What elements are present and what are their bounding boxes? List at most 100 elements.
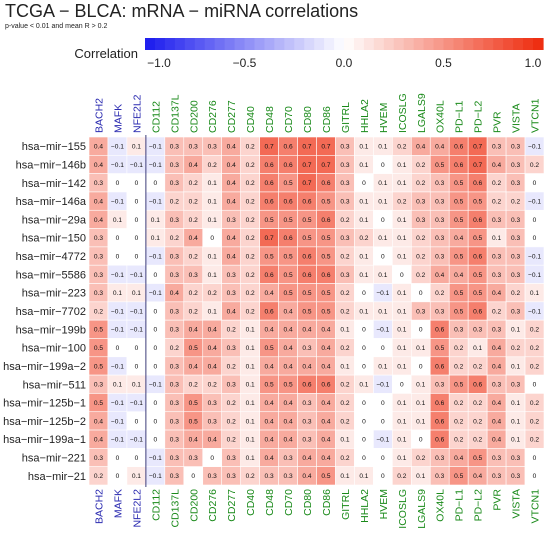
cell-value-label: 0.6 [435, 418, 444, 425]
cell-value-label: 0.2 [189, 290, 198, 297]
cell-value-label: 0.4 [227, 144, 236, 151]
cell-value-label: 0.2 [454, 400, 463, 407]
cell-value-label: 0.1 [208, 180, 217, 187]
cell-value-label: 0.5 [321, 308, 330, 315]
cell-value-label: 0.5 [473, 235, 482, 242]
cell-value-label: 0.4 [265, 290, 274, 297]
cell-value-label: 0.3 [511, 235, 520, 242]
cell-value-label: 0.4 [473, 473, 482, 480]
column-label-bottom: ICOSLG [397, 489, 409, 529]
cell-value-label: 0.3 [170, 162, 179, 169]
cell-value-label: 0.1 [416, 473, 425, 480]
legend-swatch [473, 38, 484, 50]
cell-value-label: 0.6 [435, 400, 444, 407]
row-label: hsa−mir−5586 [16, 269, 86, 281]
cell-value-label: 0.4 [208, 345, 217, 352]
legend-tick-label: −0.5 [233, 56, 257, 70]
cell-value-label: 0 [135, 253, 139, 260]
cell-value-label: 0.2 [340, 345, 349, 352]
cell-value-label: 0.3 [340, 199, 349, 206]
legend-swatch [353, 38, 365, 50]
cell-value-label: 0.2 [208, 290, 217, 297]
legend-swatch [174, 38, 186, 50]
cell-value-label: 0.3 [170, 180, 179, 187]
cell-value-label: 0 [533, 235, 537, 242]
cell-value-label: 0.1 [397, 418, 406, 425]
cell-value-label: 0.2 [227, 327, 236, 334]
cell-value-label: 0.6 [473, 217, 482, 224]
column-label-top: CD277 [226, 100, 238, 133]
legend-swatch [363, 38, 375, 50]
cell-value-label: 0.1 [359, 308, 368, 315]
column-label-bottom: HVEM [378, 489, 390, 519]
cell-value-label: 0.1 [340, 363, 349, 370]
cell-value-label: 0 [362, 290, 366, 297]
cell-value-label: 0.7 [473, 162, 482, 169]
cell-value-label: 0.1 [473, 345, 482, 352]
cell-value-label: 0.2 [530, 162, 539, 169]
cell-value-label: 0.3 [227, 382, 236, 389]
cell-value-label: −0.1 [528, 144, 541, 151]
cell-value-label: 0.2 [340, 382, 349, 389]
cell-value-label: −0.1 [528, 308, 541, 315]
cell-value-label: 0.3 [492, 217, 501, 224]
cell-value-label: 0.5 [94, 327, 103, 334]
row-label: hsa−mir−125b−2 [3, 416, 86, 428]
cell-value-label: −0.1 [130, 327, 143, 334]
cell-value-label: 0.2 [340, 418, 349, 425]
cell-value-label: 0.1 [208, 308, 217, 315]
cell-value-label: 0.1 [113, 290, 122, 297]
cell-value-label: 0.3 [435, 455, 444, 462]
cell-value-label: 0.4 [492, 290, 501, 297]
legend-tick-label: −1.0 [147, 56, 171, 70]
row-label: hsa−mir−7702 [16, 306, 86, 318]
legend-swatch [224, 38, 236, 50]
cell-value-label: 0.1 [416, 345, 425, 352]
cell-value-label: 0 [381, 162, 385, 169]
cell-value-label: 0.3 [492, 455, 501, 462]
cell-value-label: 0.2 [170, 235, 179, 242]
cell-value-label: 0.3 [492, 327, 501, 334]
cell-value-label: 0.3 [492, 272, 501, 279]
cell-value-label: 0.3 [511, 382, 520, 389]
cell-value-label: 0.5 [283, 272, 292, 279]
cell-value-label: 0 [419, 437, 423, 444]
row-label: hsa−mir−199b [16, 324, 86, 336]
cell-value-label: 0.1 [511, 327, 520, 334]
cell-value-label: 0.3 [170, 253, 179, 260]
cell-value-label: 0.2 [511, 290, 520, 297]
cell-value-label: 0.7 [302, 162, 311, 169]
cell-value-label: 0.5 [321, 473, 330, 480]
cell-value-label: 0.2 [340, 253, 349, 260]
cell-value-label: 0.2 [227, 437, 236, 444]
cell-value-label: 0.3 [170, 272, 179, 279]
cell-value-label: 0.2 [416, 253, 425, 260]
cell-value-label: 0.4 [302, 455, 311, 462]
cell-value-label: 0.3 [189, 455, 198, 462]
cell-value-label: 0.3 [227, 290, 236, 297]
cell-value-label: 0.1 [246, 327, 255, 334]
cell-value-label: 0.2 [397, 473, 406, 480]
cell-value-label: 0.4 [189, 437, 198, 444]
legend-swatch [383, 38, 395, 50]
cell-value-label: 0.3 [189, 144, 198, 151]
cell-value-label: 0.1 [397, 308, 406, 315]
cell-value-label: 0.2 [246, 180, 255, 187]
cell-value-label: 0.3 [302, 437, 311, 444]
cell-value-label: 0.4 [94, 437, 103, 444]
cell-value-label: 0 [362, 345, 366, 352]
cell-value-label: 0.6 [265, 180, 274, 187]
cell-value-label: 0 [381, 345, 385, 352]
legend-swatch [204, 38, 216, 50]
cell-value-label: 0.2 [246, 308, 255, 315]
cell-value-label: 0.1 [132, 144, 141, 151]
cell-value-label: 0.1 [492, 235, 501, 242]
cell-value-label: 0 [116, 180, 120, 187]
cell-value-label: 0.5 [435, 162, 444, 169]
cell-value-label: −0.1 [130, 437, 143, 444]
cell-value-label: 0 [533, 473, 537, 480]
cell-value-label: 0 [116, 235, 120, 242]
cell-value-label: 0.1 [151, 235, 160, 242]
cell-value-label: 0.5 [321, 235, 330, 242]
row-label: hsa−mir−221 [22, 453, 86, 465]
